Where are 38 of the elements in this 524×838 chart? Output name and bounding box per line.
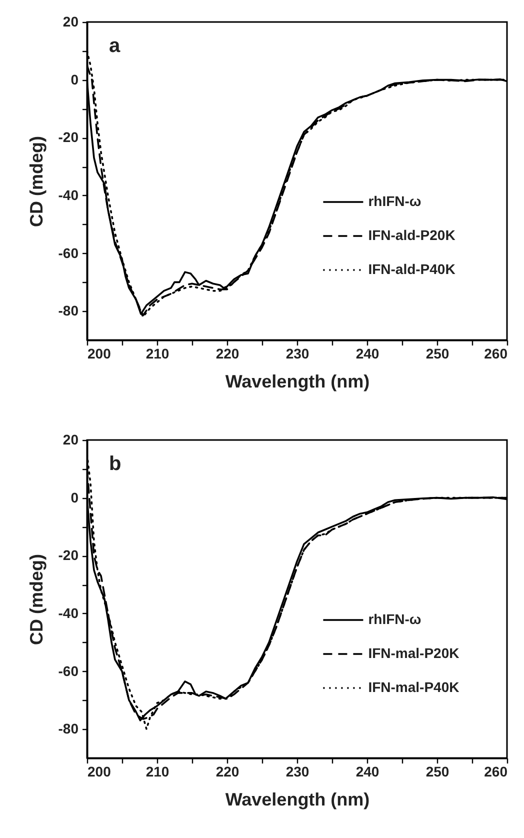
- annotation: a: [109, 35, 121, 57]
- x-tick-label: 220: [216, 346, 240, 362]
- y-axis-title: CD (mdeg): [26, 554, 46, 645]
- y-axis-title: CD (mdeg): [26, 136, 46, 227]
- y-tick-label: -60: [58, 244, 79, 261]
- legend-label: IFN-mal-P20K: [368, 645, 460, 661]
- y-tick-label: -80: [58, 720, 79, 737]
- y-tick-label: 0: [70, 489, 79, 506]
- y-tick-label: -20: [58, 129, 79, 146]
- x-tick-label: 250: [426, 764, 450, 780]
- x-tick-label: 250: [426, 346, 450, 362]
- y-tick-label: 20: [62, 14, 79, 30]
- y-tick-label: -80: [58, 302, 79, 319]
- x-axis-title: Wavelength (nm): [225, 790, 370, 810]
- x-tick-label: 230: [286, 764, 310, 780]
- y-tick-label: -40: [58, 186, 79, 203]
- annotation: b: [109, 453, 122, 475]
- legend-label: rhIFN-ω: [368, 611, 422, 627]
- x-tick-label: 230: [286, 346, 310, 362]
- y-tick-label: -20: [58, 547, 79, 564]
- y-tick-label: 0: [70, 71, 79, 88]
- legend-label: IFN-mal-P40K: [368, 679, 460, 695]
- x-tick-label: 240: [356, 764, 380, 780]
- x-tick-label: 260: [484, 764, 508, 780]
- x-tick-label: 210: [146, 764, 170, 780]
- y-tick-label: -60: [58, 662, 79, 679]
- y-tick-label: -40: [58, 604, 79, 621]
- x-tick-label: 220: [216, 764, 240, 780]
- x-tick-label: 200: [88, 346, 112, 362]
- x-tick-label: 200: [88, 764, 112, 780]
- x-tick-label: 240: [356, 346, 380, 362]
- legend-label: IFN-ald-P40K: [368, 261, 456, 277]
- y-tick-label: 20: [62, 432, 79, 448]
- legend-label: IFN-ald-P20K: [368, 227, 456, 243]
- x-axis-title: Wavelength (nm): [225, 372, 370, 392]
- x-tick-label: 210: [146, 346, 170, 362]
- x-tick-label: 260: [484, 346, 508, 362]
- legend-label: rhIFN-ω: [368, 193, 422, 209]
